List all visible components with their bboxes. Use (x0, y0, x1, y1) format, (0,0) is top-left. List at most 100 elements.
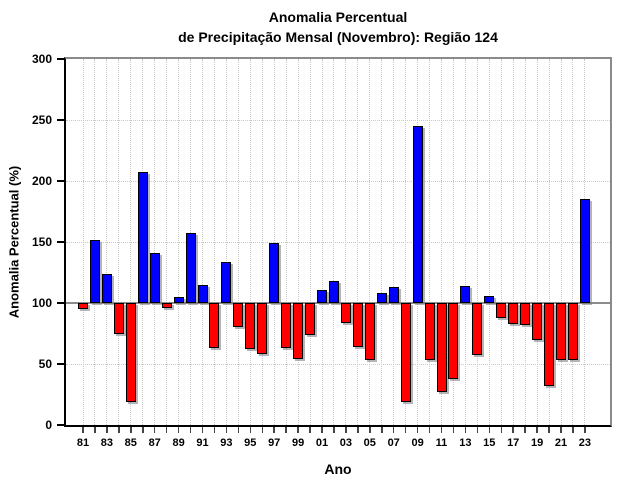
y-axis-tick (57, 241, 64, 243)
x-axis-tick (428, 427, 431, 433)
x-axis-tick-label: 03 (339, 437, 353, 449)
bar-2004 (352, 303, 363, 347)
y-axis-tick (57, 302, 64, 304)
bar-2015 (484, 295, 495, 303)
x-axis-tick (584, 427, 586, 433)
x-axis-tick (452, 427, 455, 433)
y-axis-tick (57, 119, 64, 121)
x-axis-tick (165, 427, 168, 433)
x-axis-tick (237, 427, 240, 433)
grid-line-horizontal (66, 119, 610, 121)
x-axis-tick (536, 427, 538, 433)
x-axis-tick (345, 427, 347, 433)
bar-2021 (556, 303, 566, 361)
x-axis-tick (488, 427, 491, 433)
x-axis-title: Ano (324, 461, 352, 477)
x-axis-tick (285, 427, 287, 433)
x-axis-tick-label: 95 (244, 437, 257, 449)
x-axis-tick-label: 09 (411, 437, 424, 449)
x-axis-tick (333, 427, 335, 433)
bar-2011 (436, 303, 447, 393)
x-axis-tick (416, 427, 419, 433)
x-axis-tick (392, 427, 395, 433)
x-axis-tick (213, 427, 216, 433)
bar-2022 (567, 303, 578, 361)
x-axis-tick-label: 85 (124, 437, 137, 449)
x-axis-tick (560, 427, 562, 433)
x-axis-tick-label: 91 (196, 437, 209, 449)
x-axis-tick (177, 427, 180, 433)
bar-2013 (460, 285, 471, 303)
x-axis-tick-label: 11 (435, 437, 448, 449)
y-axis-tick-label: 250 (31, 113, 52, 127)
bar-1998 (281, 303, 292, 349)
x-axis-tick (440, 427, 443, 433)
bar-2012 (448, 303, 459, 379)
x-axis-tick (249, 427, 252, 433)
bar-1996 (257, 303, 268, 355)
bar-2017 (508, 303, 519, 324)
y-axis-tick-label: 150 (31, 235, 52, 249)
y-axis-tick-label: 50 (38, 357, 52, 371)
grid-line-horizontal (66, 180, 610, 182)
bar-2016 (496, 303, 507, 318)
grid-line-horizontal (66, 363, 610, 365)
x-axis-tick (309, 427, 311, 433)
bar-2014 (472, 303, 483, 356)
y-axis-tick (57, 58, 64, 60)
x-axis-tick (153, 427, 156, 433)
x-axis-tick-label: 87 (148, 437, 161, 449)
baseline-100-line (66, 302, 610, 304)
x-axis-tick-label: 23 (578, 437, 592, 449)
bar-2018 (520, 303, 531, 325)
x-axis-tick (201, 427, 204, 433)
x-axis-tick-label: 07 (387, 437, 400, 449)
x-axis-tick-label: 99 (291, 437, 305, 449)
bar-1991 (197, 284, 208, 303)
x-axis-tick (321, 427, 323, 433)
x-axis-tick-label: 19 (530, 437, 544, 449)
bar-1993 (221, 261, 232, 303)
chart-title-line-1: Anomalia Percentual (268, 9, 408, 25)
y-axis-tick-label: 200 (31, 174, 52, 188)
x-axis-tick (524, 427, 526, 433)
x-axis-tick-label: 83 (100, 437, 114, 449)
y-axis-tick (57, 180, 64, 182)
bar-1985 (125, 303, 136, 402)
x-axis-tick-label: 17 (507, 437, 520, 449)
y-axis-tick (57, 363, 64, 365)
x-axis-tick-label: 13 (459, 437, 472, 449)
x-axis-tick-label: 93 (220, 437, 233, 449)
x-axis-tick (118, 427, 120, 433)
bar-1997 (269, 243, 280, 303)
bar-2003 (340, 303, 351, 323)
x-axis-tick (106, 427, 108, 433)
x-axis-tick-label: 89 (172, 437, 185, 449)
chart-title-line-2: de Precipitação Mensal (Novembro): Regiã… (178, 29, 498, 45)
bar-1981 (78, 303, 88, 310)
y-axis-tick-label: 100 (31, 296, 52, 310)
bar-2019 (532, 303, 543, 340)
bar-1982 (89, 239, 100, 303)
bar-2007 (388, 287, 399, 303)
x-axis-tick-label: 97 (268, 437, 281, 449)
x-axis-tick (225, 427, 228, 433)
bar-2009 (412, 126, 423, 303)
bar-1994 (233, 303, 244, 328)
bar-2006 (376, 293, 387, 303)
x-axis-tick (572, 427, 574, 433)
x-axis-tick (142, 427, 144, 433)
x-axis-tick (381, 427, 383, 433)
x-axis-tick-label: 21 (554, 437, 568, 449)
y-axis-tick (57, 424, 64, 426)
y-axis-tick-label: 300 (31, 52, 52, 66)
bar-1986 (137, 172, 148, 303)
bar-1995 (245, 303, 256, 350)
bar-1992 (209, 303, 220, 349)
bar-2023 (579, 199, 590, 303)
x-axis-tick (82, 427, 84, 433)
bar-2002 (328, 281, 339, 303)
grid-line-horizontal (66, 241, 610, 243)
y-axis-tick-label: 0 (45, 418, 52, 432)
x-axis-tick (476, 427, 479, 433)
